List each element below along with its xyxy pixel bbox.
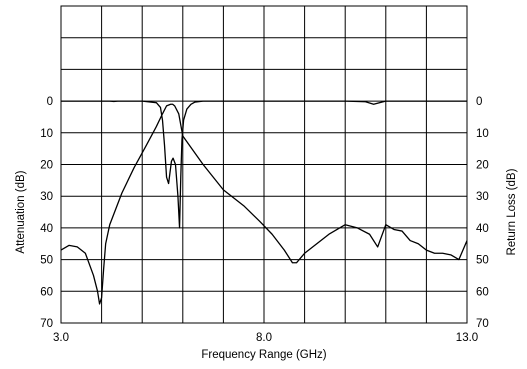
y-tick-label-left: 50: [40, 255, 53, 267]
y-axis-label-right: Return Loss (dB): [506, 168, 518, 255]
x-tick-label: 3.0: [53, 332, 69, 344]
y-tick-label-right: 50: [476, 255, 489, 267]
y-tick-label-left: 70: [40, 318, 53, 330]
y-tick-label-right: 40: [476, 223, 489, 235]
x-tick-label: 13.0: [456, 332, 478, 344]
series-group: [60, 100, 468, 305]
y-axis-label-left: Attenuation (dB): [15, 170, 27, 253]
series-line-1: [60, 103, 468, 305]
y-tick-label-left: 30: [40, 191, 53, 203]
y-tick-label-left: 0: [47, 96, 53, 108]
series-line-2: [61, 100, 467, 229]
grid: [60, 5, 468, 324]
y-tick-label-left: 60: [40, 286, 53, 298]
y-tick-label-left: 20: [40, 160, 53, 172]
x-axis-label: Frequency Range (GHz): [201, 349, 326, 361]
y-tick-label-right: 20: [476, 160, 489, 172]
y-tick-label-right: 30: [476, 191, 489, 203]
y-tick-label-right: 10: [476, 128, 489, 140]
y-tick-label-right: 0: [476, 96, 482, 108]
y-tick-label-left: 10: [40, 128, 53, 140]
x-tick-label: 8.0: [256, 332, 272, 344]
y-tick-label-right: 70: [476, 318, 489, 330]
plot-frame: [60, 5, 468, 324]
y-tick-label-left: 40: [40, 223, 53, 235]
y-tick-label-right: 60: [476, 286, 489, 298]
